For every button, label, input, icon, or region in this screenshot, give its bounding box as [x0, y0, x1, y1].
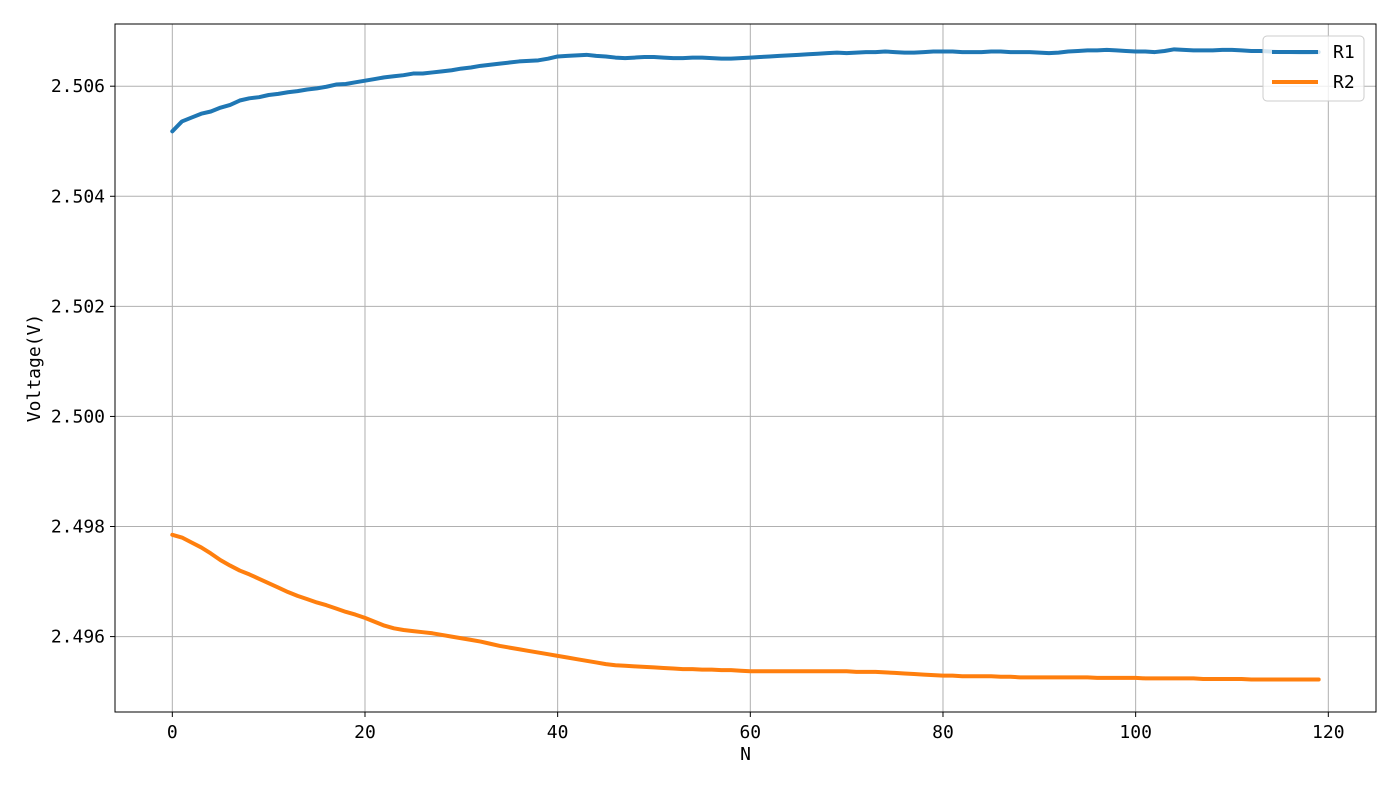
series-lines	[170, 47, 1321, 682]
x-tick-label: 120	[1312, 722, 1345, 743]
x-axis-ticks: 0 20 40 60 80 100 120	[167, 712, 1345, 743]
x-tick-label: 40	[547, 722, 569, 743]
plot-area-frame	[114, 23, 1377, 713]
y-tick-label: 2.504	[51, 186, 105, 207]
x-tick-label: 80	[932, 722, 954, 743]
y-axis-ticks: 2.496 2.498 2.500 2.502 2.504 2.506	[51, 76, 115, 648]
y-tick-label: 2.506	[51, 76, 105, 97]
y-tick-label: 2.502	[51, 296, 105, 317]
y-tick-label: 2.496	[51, 627, 105, 648]
y-axis-label: Voltage(V)	[24, 314, 45, 422]
y-tick-label: 2.500	[51, 406, 105, 427]
legend-label-r1: R1	[1333, 42, 1355, 63]
series-line-r2	[170, 532, 1321, 682]
x-tick-label: 20	[354, 722, 376, 743]
series-line-r1	[170, 47, 1321, 134]
legend: R1 R2	[1262, 35, 1365, 102]
x-tick-label: 0	[167, 722, 178, 743]
x-tick-label: 60	[739, 722, 761, 743]
y-tick-label: 2.498	[51, 517, 105, 538]
grid	[115, 24, 1376, 712]
legend-label-r2: R2	[1333, 72, 1355, 93]
x-tick-label: 100	[1119, 722, 1152, 743]
x-axis-label: N	[740, 744, 751, 765]
